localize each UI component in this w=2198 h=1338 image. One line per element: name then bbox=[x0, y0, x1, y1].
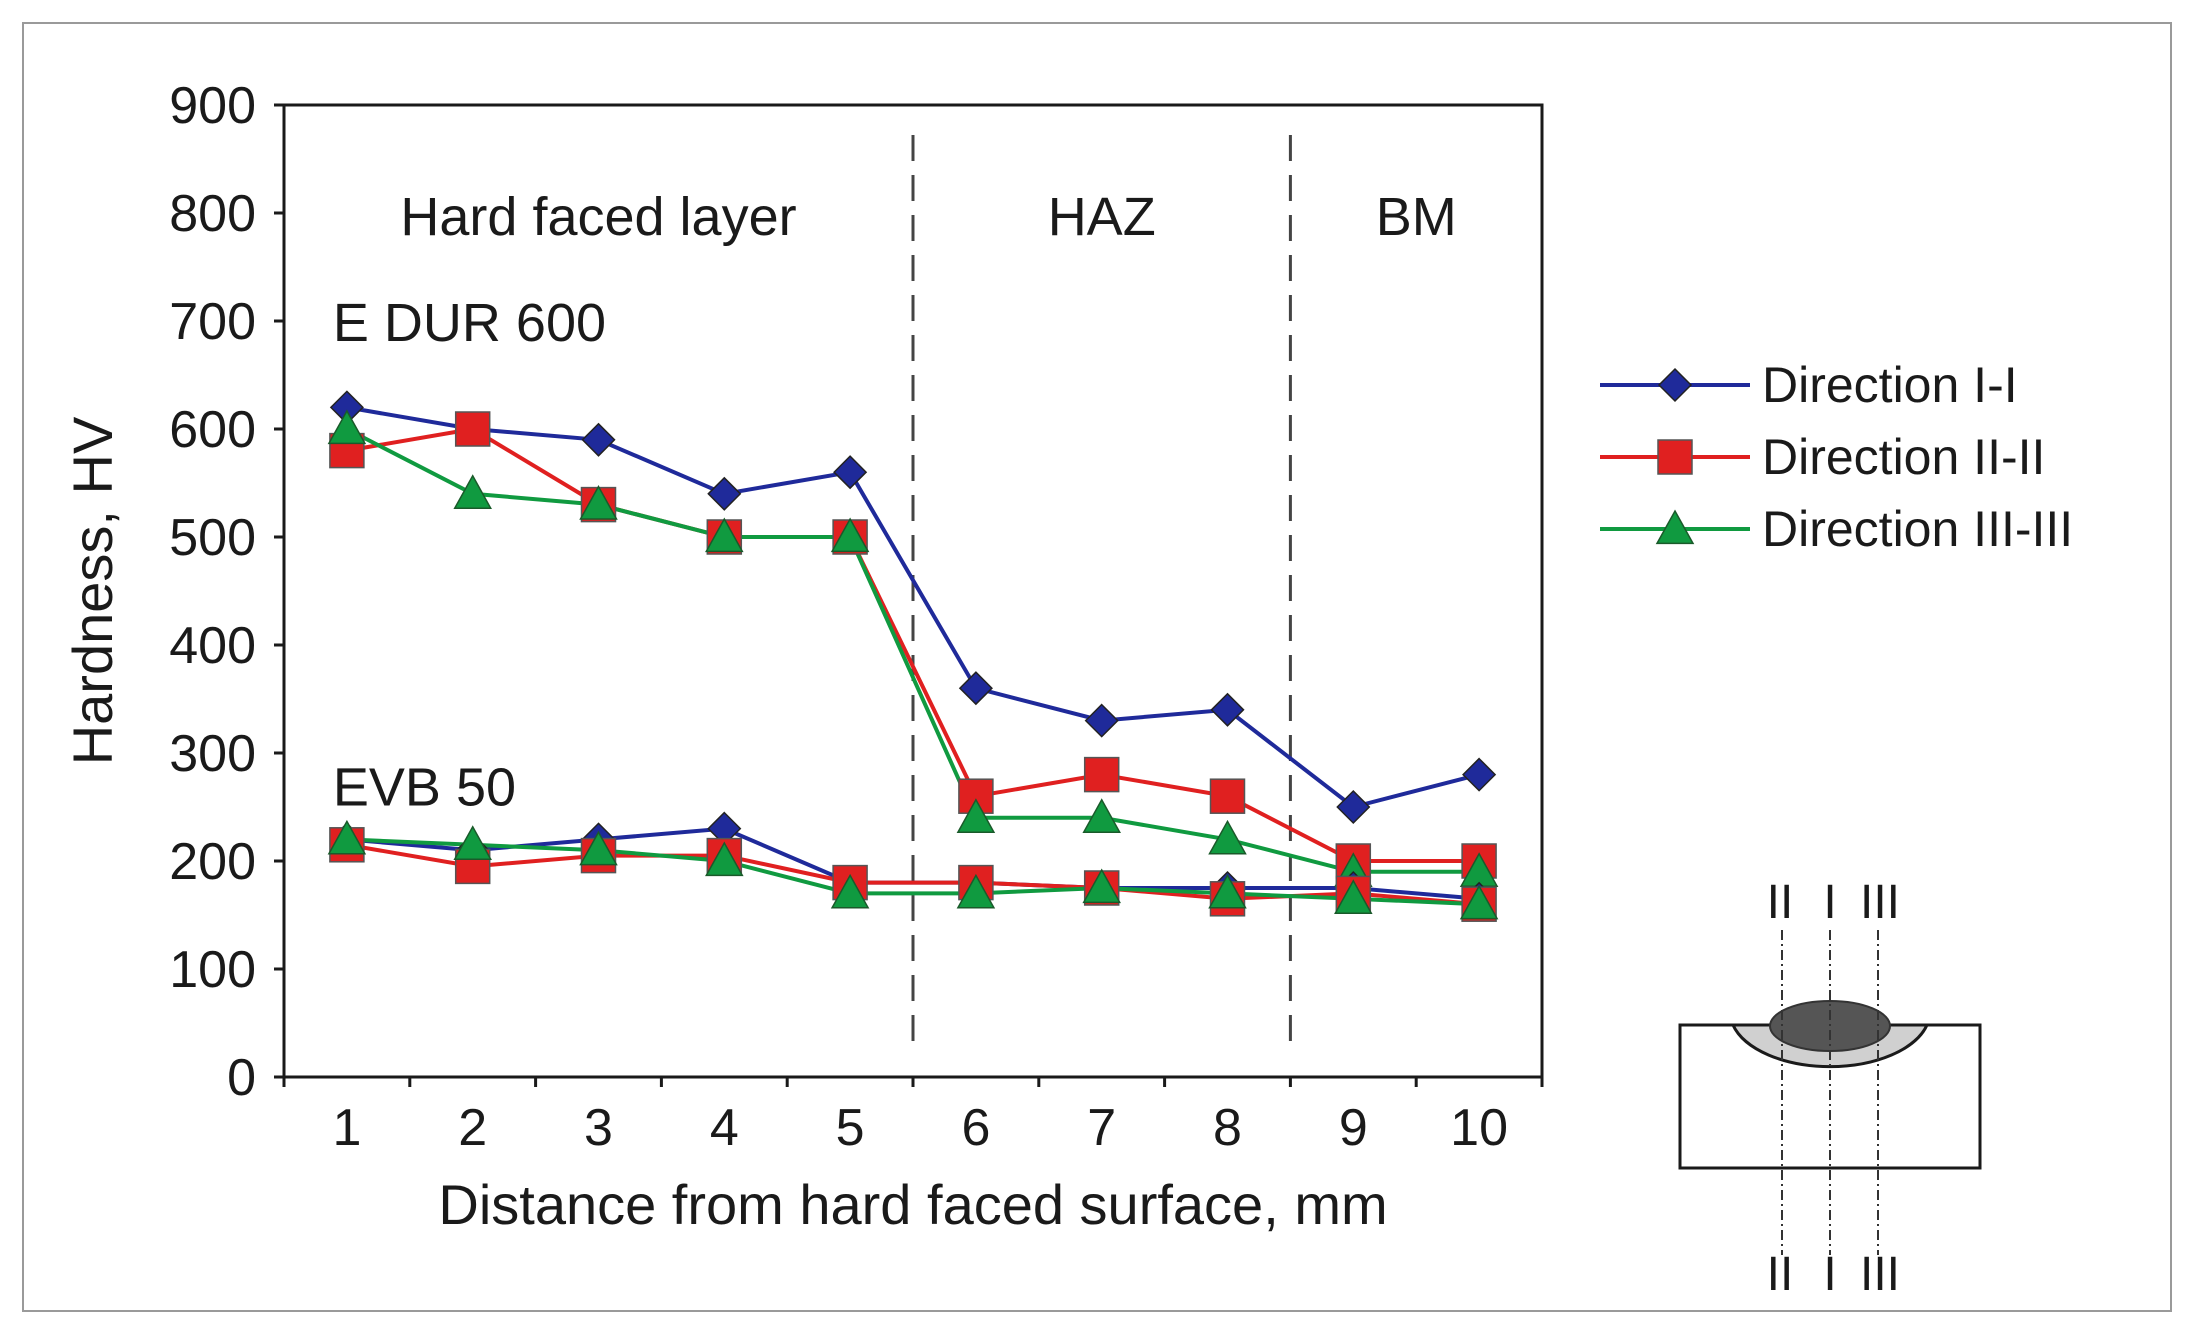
data-point bbox=[958, 671, 993, 706]
y-tick-label: 800 bbox=[169, 185, 256, 243]
y-tick-label: 500 bbox=[169, 509, 256, 567]
x-tick-label: 7 bbox=[1087, 1099, 1116, 1157]
series-markers bbox=[327, 390, 1499, 922]
region-label: BM bbox=[1376, 187, 1457, 247]
x-axis-label: Distance from hard faced surface, mm bbox=[438, 1173, 1387, 1236]
data-point bbox=[707, 476, 742, 511]
x-tick-label: 1 bbox=[332, 1099, 361, 1157]
data-point bbox=[830, 517, 870, 553]
diagram-bottom-label-iii: III bbox=[1860, 1248, 1900, 1301]
x-axis-ticks: 1 2 3 4 5 6 7 8 9 10 bbox=[282, 1077, 1544, 1157]
data-point bbox=[1208, 873, 1247, 909]
data-point bbox=[1459, 884, 1499, 920]
legend-marker bbox=[1657, 439, 1693, 475]
x-tick-label: 3 bbox=[584, 1099, 613, 1157]
y-axis-label: Hardness, HV bbox=[61, 416, 124, 765]
y-tick-label: 400 bbox=[169, 617, 256, 675]
diagram-top-label-iii: III bbox=[1860, 876, 1900, 929]
data-point bbox=[454, 411, 491, 447]
legend-marker bbox=[1657, 367, 1693, 403]
region-label: HAZ bbox=[1048, 187, 1156, 247]
x-tick-label: 10 bbox=[1450, 1099, 1508, 1157]
data-point bbox=[956, 873, 996, 909]
y-tick-label: 100 bbox=[169, 941, 256, 999]
x-tick-label: 4 bbox=[710, 1099, 739, 1157]
y-tick-label: 900 bbox=[169, 77, 256, 135]
series-line bbox=[346, 837, 1480, 907]
legend-label: Direction I-I bbox=[1762, 357, 2018, 413]
series-lines bbox=[345, 405, 1480, 907]
data-point bbox=[705, 517, 744, 553]
data-point bbox=[1462, 757, 1497, 792]
series-line bbox=[346, 426, 1480, 863]
legend-marker bbox=[1655, 509, 1695, 545]
weld-cross-section-diagram: II I III II I III bbox=[1678, 876, 1982, 1301]
y-tick-label: 700 bbox=[169, 293, 256, 351]
data-point bbox=[1209, 778, 1246, 814]
data-point bbox=[833, 455, 868, 490]
y-tick-label: 600 bbox=[169, 401, 256, 459]
data-point bbox=[1208, 819, 1247, 855]
data-point bbox=[830, 873, 870, 909]
figure-frame bbox=[22, 22, 2172, 1312]
series-line bbox=[346, 405, 1480, 810]
x-tick-label: 9 bbox=[1339, 1099, 1368, 1157]
diagram-top-label-i: I bbox=[1823, 876, 1836, 929]
data-point bbox=[1083, 756, 1120, 793]
legend: Direction I-I Direction II-II Direction II… bbox=[1600, 357, 2073, 557]
data-point bbox=[705, 841, 744, 877]
y-axis-ticks: 0 100 200 300 400 500 600 700 800 900 bbox=[169, 77, 284, 1107]
x-tick-label: 8 bbox=[1213, 1099, 1242, 1157]
region-separators: Hard faced layer HAZ BM bbox=[400, 135, 1457, 1055]
data-point bbox=[1082, 868, 1121, 904]
data-point bbox=[956, 798, 996, 833]
data-point bbox=[1084, 703, 1119, 738]
x-tick-label: 6 bbox=[961, 1099, 990, 1157]
y-tick-label: 0 bbox=[227, 1049, 256, 1107]
data-point bbox=[327, 819, 367, 855]
legend-label: Direction II-II bbox=[1762, 429, 2045, 485]
data-point bbox=[453, 825, 492, 860]
y-tick-label: 300 bbox=[169, 725, 256, 783]
region-label: Hard faced layer bbox=[400, 187, 796, 247]
diagram-bottom-label-i: I bbox=[1823, 1248, 1836, 1301]
data-point bbox=[1082, 798, 1121, 833]
data-point bbox=[579, 485, 618, 520]
y-tick-label: 200 bbox=[169, 833, 256, 891]
x-tick-label: 5 bbox=[836, 1099, 865, 1157]
diagram-bottom-label-ii: II bbox=[1767, 1248, 1794, 1301]
data-point bbox=[1336, 789, 1371, 825]
group-label: EVB 50 bbox=[333, 757, 516, 817]
data-point bbox=[453, 474, 492, 509]
data-point bbox=[581, 422, 616, 457]
group-labels: E DUR 600 EVB 50 bbox=[333, 293, 606, 817]
data-point bbox=[327, 409, 367, 445]
data-point bbox=[1210, 692, 1245, 727]
group-label: E DUR 600 bbox=[333, 293, 606, 353]
data-point bbox=[579, 830, 618, 866]
x-tick-label: 2 bbox=[458, 1099, 487, 1157]
legend-label: Direction III-III bbox=[1762, 501, 2073, 557]
diagram-top-label-ii: II bbox=[1767, 876, 1794, 929]
series-line bbox=[345, 427, 1480, 874]
data-point bbox=[1334, 879, 1373, 914]
